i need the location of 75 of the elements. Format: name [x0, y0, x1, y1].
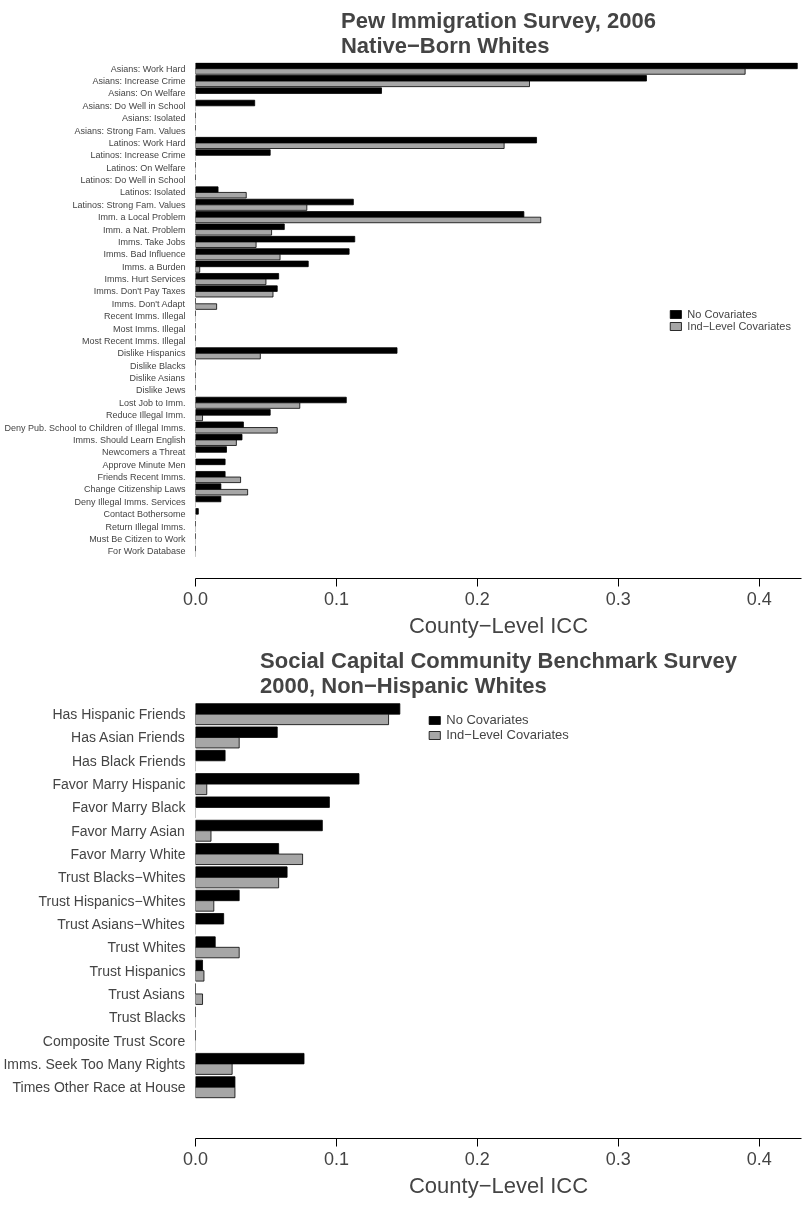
y-tick-label: Deny Illegal Imms. Services: [74, 496, 186, 507]
y-tick-label: Imms. Don't Pay Taxes: [93, 286, 186, 297]
y-tick-label: Asians: Work Hard: [110, 63, 186, 74]
chart-title: Social Capital Community Benchmark Survey 2000, Non−Hispanic Whites: [260, 647, 738, 698]
y-tick-label: Dislike Blacks: [129, 360, 186, 371]
y-tick-label: Has Hispanic Friends: [52, 706, 186, 723]
y-tick-label: Trust Hispanics: [89, 962, 186, 979]
y-tick-label: Latinos: Strong Fam. Values: [72, 199, 186, 210]
y-tick-label: Favor Marry White: [70, 846, 186, 863]
y-tick-label: Dislike Asians: [129, 373, 186, 384]
y-tick-label: Lost Job to Imm.: [118, 397, 186, 408]
y-tick-label: Has Asian Friends: [71, 729, 185, 746]
y-tick-label: Has Black Friends: [71, 752, 186, 769]
y-tick-label: Imms. Hurt Services: [104, 274, 186, 285]
y-tick-label: Friends Recent Imms.: [97, 472, 186, 483]
x-tick-label: 0.2: [464, 588, 490, 609]
legend-label: Ind−Level Covariates: [446, 727, 569, 742]
x-tick-label: 0.1: [323, 1148, 349, 1169]
x-tick-label: 0.2: [464, 1148, 490, 1169]
y-tick-label: Asians: On Welfare: [108, 88, 186, 99]
y-tick-label: Dislike Hispanics: [117, 348, 186, 359]
x-tick-label: 0.0: [182, 1148, 209, 1169]
x-tick-label: 0.3: [605, 1148, 631, 1169]
y-tick-label: Imms. Don't Adapt: [111, 298, 186, 309]
x-axis-title: County−Level ICC: [408, 612, 589, 638]
y-tick-label: Contact Bothersome: [103, 509, 186, 520]
y-tick-label: Imm. a Nat. Problem: [102, 224, 186, 235]
legend-label: No Covariates: [446, 712, 529, 727]
x-tick-label: 0.1: [323, 588, 349, 609]
y-tick-label: Trust Asians−Whites: [57, 916, 185, 932]
y-tick-label: Trust Whites: [107, 939, 186, 956]
y-tick-label: Recent Imms. Illegal: [103, 311, 186, 322]
legend-label: Ind−Level Covariates: [687, 320, 791, 332]
y-tick-label: Approve Minute Men: [102, 459, 186, 470]
y-tick-label: Newcomers a Threat: [101, 447, 186, 458]
y-tick-label: For Work Database: [107, 546, 186, 557]
y-tick-label: Imms. Bad Influence: [103, 249, 186, 260]
y-tick-label: Reduce Illegal Imm.: [105, 410, 186, 421]
y-tick-label: Favor Marry Asian: [71, 822, 185, 839]
y-tick-label: Latinos: On Welfare: [106, 162, 186, 173]
y-tick-label: Imms. Should Learn English: [72, 434, 186, 445]
y-tick-label: Latinos: Do Well in School: [80, 175, 186, 186]
x-tick-label: 0.4: [746, 588, 772, 609]
x-tick-label: 0.4: [746, 1148, 772, 1169]
y-tick-label: Asians: Strong Fam. Values: [74, 125, 186, 136]
y-tick-label: Must Be Citizen to Work: [89, 533, 186, 544]
y-tick-label: Return Illegal Imms.: [105, 521, 186, 532]
y-tick-label: Most Imms. Illegal: [112, 323, 186, 334]
legend-label: No Covariates: [687, 308, 758, 320]
x-axis-title: County−Level ICC: [408, 1172, 589, 1198]
y-tick-label: Deny Pub. School to Children of Illegal Imms.: [4, 422, 186, 433]
y-tick-label: Trust Asians: [108, 985, 185, 1002]
x-tick-label: 0.0: [182, 588, 209, 609]
y-tick-label: Trust Hispanics−Whites: [38, 892, 186, 909]
y-tick-label: Imm. a Local Problem: [97, 212, 186, 223]
y-tick-label: Times Other Race at House: [12, 1079, 186, 1096]
y-tick-label: Trust Blacks: [109, 1009, 186, 1026]
chart-title: Pew Immigration Survey, 2006 Native−Born Whites: [340, 7, 657, 58]
y-tick-label: Trust Blacks−Whites: [58, 869, 186, 886]
y-tick-label: Composite Trust Score: [42, 1032, 186, 1049]
y-tick-label: Most Recent Imms. Illegal: [81, 335, 186, 346]
y-tick-label: Imms. a Burden: [121, 261, 186, 272]
y-tick-label: Dislike Jews: [135, 385, 186, 396]
y-tick-label: Asians: Isolated: [121, 113, 186, 124]
y-tick-label: Change Citizenship Laws: [83, 484, 186, 495]
y-tick-label: Asians: Do Well in School: [82, 100, 186, 111]
x-tick-label: 0.3: [605, 588, 631, 609]
y-tick-label: Latinos: Increase Crime: [90, 150, 186, 161]
y-tick-label: Asians: Increase Crime: [92, 76, 186, 87]
y-tick-label: Favor Marry Black: [71, 799, 187, 816]
y-tick-label: Favor Marry Hispanic: [52, 776, 186, 793]
y-tick-label: Imms. Take Jobs: [117, 236, 186, 247]
y-tick-label: Imms. Seek Too Many Rights: [3, 1055, 186, 1072]
y-tick-label: Latinos: Work Hard: [108, 137, 186, 148]
y-tick-label: Latinos: Isolated: [119, 187, 186, 198]
